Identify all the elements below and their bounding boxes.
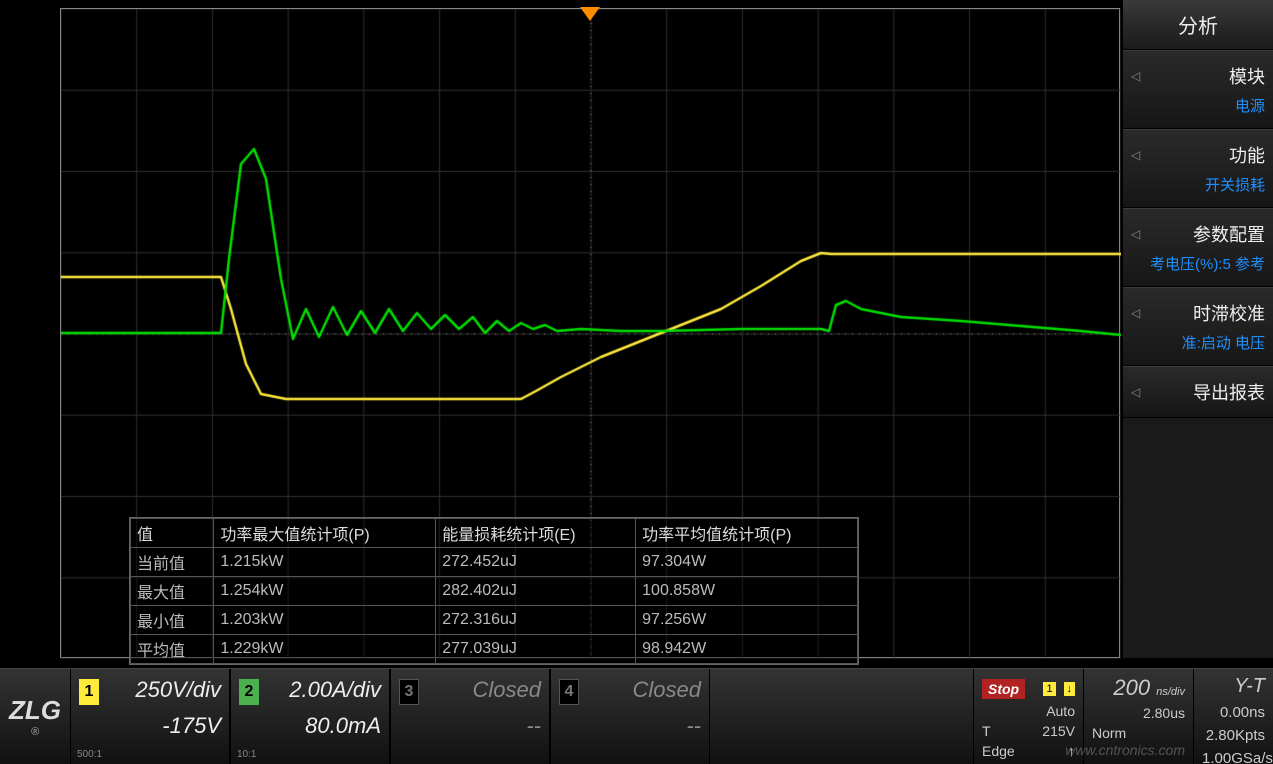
reg-mark: ® [31, 726, 39, 738]
table-cell: 1.203kW [214, 606, 436, 635]
channel-block-4[interactable]: 4Closed -- [550, 669, 710, 764]
trig-slope-badge: ↓ [1064, 682, 1076, 696]
trig-source: T [982, 723, 991, 739]
side-menu-item[interactable]: ◁ 功能开关损耗 [1123, 129, 1273, 208]
table-cell: 平均值 [131, 635, 214, 664]
probe-ratio: 10:1 [237, 749, 256, 760]
channel-badge: 1 [79, 679, 99, 705]
table-row: 最小值1.203kW272.316uJ97.256W [131, 606, 858, 635]
watermark-text: www.cntronics.com [1065, 742, 1185, 758]
side-item-label: 导出报表 [1193, 379, 1265, 405]
table-cell: 97.256W [636, 606, 858, 635]
channel-offset: -- [399, 713, 541, 739]
brand-logo: ZLG ® [0, 669, 70, 764]
channel-offset: -175V [79, 713, 221, 739]
trig-src-badge: 1 [1043, 682, 1055, 696]
record-points: 2.80Kpts [1202, 727, 1265, 744]
side-menu-item[interactable]: ◁ 参数配置考电压(%):5 参考 [1123, 208, 1273, 287]
table-cell: 1.254kW [214, 577, 436, 606]
brand-text: ZLG [9, 695, 61, 726]
waveform-viewport[interactable]: 值 功率最大值统计项(P) 能量损耗统计项(E) 功率平均值统计项(P) 当前值… [60, 8, 1120, 658]
table-cell: 最大值 [131, 577, 214, 606]
measurement-table: 值 功率最大值统计项(P) 能量损耗统计项(E) 功率平均值统计项(P) 当前值… [129, 517, 859, 665]
oscilloscope-screen: 值 功率最大值统计项(P) 能量损耗统计项(E) 功率平均值统计项(P) 当前值… [0, 0, 1273, 764]
acquisition-block[interactable]: Y-T 0.00ns 2.80Kpts 1.00GSa/s [1193, 669, 1273, 764]
table-cell: 1.215kW [214, 548, 436, 577]
channel-block-3[interactable]: 3Closed -- [390, 669, 550, 764]
channel-scale: Closed [399, 677, 541, 703]
side-item-label: 时滞校准 [1193, 300, 1265, 326]
sample-rate: 1.00GSa/s [1202, 750, 1265, 764]
horiz-pos: 0.00ns [1202, 704, 1265, 721]
chevron-left-icon: ◁ [1131, 306, 1140, 320]
table-row: 当前值1.215kW272.452uJ97.304W [131, 548, 858, 577]
table-cell: 272.452uJ [436, 548, 636, 577]
table-cell: 282.402uJ [436, 577, 636, 606]
chevron-left-icon: ◁ [1131, 148, 1140, 162]
table-row: 最大值1.254kW282.402uJ100.858W [131, 577, 858, 606]
timebase-unit: ns/div [1156, 686, 1185, 698]
col-3: 功率平均值统计项(P) [636, 519, 858, 548]
side-item-label: 模块 [1229, 63, 1265, 89]
channel-block-2[interactable]: 22.00A/div 80.0mA 10:1 [230, 669, 390, 764]
table-cell: 当前值 [131, 548, 214, 577]
table-header-row: 值 功率最大值统计项(P) 能量损耗统计项(E) 功率平均值统计项(P) [131, 519, 858, 548]
table-cell: 97.304W [636, 548, 858, 577]
timebase-value: 200 [1113, 675, 1150, 700]
channel-block-1[interactable]: 1250V/div -175V 500:1 [70, 669, 230, 764]
side-item-sub: 开关损耗 [1131, 174, 1265, 195]
side-menu: 分析 ◁ 模块电源 ◁ 功能开关损耗 ◁ 参数配置考电压(%):5 参考 ◁ 时滞校准准:启动… [1123, 0, 1273, 658]
trig-level: 215V [1042, 723, 1075, 739]
timebase-delay: 2.80us [1143, 705, 1185, 721]
table-row: 平均值1.229kW277.039uJ98.942W [131, 635, 858, 664]
col-0: 值 [131, 519, 214, 548]
chevron-left-icon: ◁ [1131, 227, 1140, 241]
col-2: 能量损耗统计项(E) [436, 519, 636, 548]
trigger-position-marker[interactable] [580, 7, 600, 21]
side-menu-item[interactable]: ◁ 模块电源 [1123, 50, 1273, 129]
channel-badge: 4 [559, 679, 579, 705]
channel-badge: 2 [239, 679, 259, 705]
channel-offset: -- [559, 713, 701, 739]
table-cell: 1.229kW [214, 635, 436, 664]
table-cell: 100.858W [636, 577, 858, 606]
col-1: 功率最大值统计项(P) [214, 519, 436, 548]
probe-ratio: 500:1 [77, 749, 102, 760]
channel-scale: 250V/div [79, 677, 221, 703]
side-item-label: 功能 [1229, 142, 1265, 168]
trig-mode: Auto [1046, 703, 1075, 719]
side-menu-title: 分析 [1123, 0, 1273, 50]
channel-scale: Closed [559, 677, 701, 703]
acq-norm: Norm [1092, 725, 1126, 741]
chevron-left-icon: ◁ [1131, 385, 1140, 399]
table-cell: 277.039uJ [436, 635, 636, 664]
run-state-badge: Stop [982, 679, 1025, 699]
table-cell: 272.316uJ [436, 606, 636, 635]
channel-badge: 3 [399, 679, 419, 705]
side-menu-item[interactable]: ◁ 导出报表 [1123, 366, 1273, 418]
side-item-sub: 电源 [1131, 95, 1265, 116]
trig-type: Edge [982, 743, 1015, 759]
side-menu-item[interactable]: ◁ 时滞校准准:启动 电压 [1123, 287, 1273, 366]
side-item-sub: 考电压(%):5 参考 [1131, 253, 1265, 274]
table-cell: 98.942W [636, 635, 858, 664]
channel-scale: 2.00A/div [239, 677, 381, 703]
chevron-left-icon: ◁ [1131, 69, 1140, 83]
channel-offset: 80.0mA [239, 713, 381, 739]
display-mode: Y-T [1202, 675, 1265, 698]
side-item-label: 参数配置 [1193, 221, 1265, 247]
side-item-sub: 准:启动 电压 [1131, 332, 1265, 353]
table-cell: 最小值 [131, 606, 214, 635]
